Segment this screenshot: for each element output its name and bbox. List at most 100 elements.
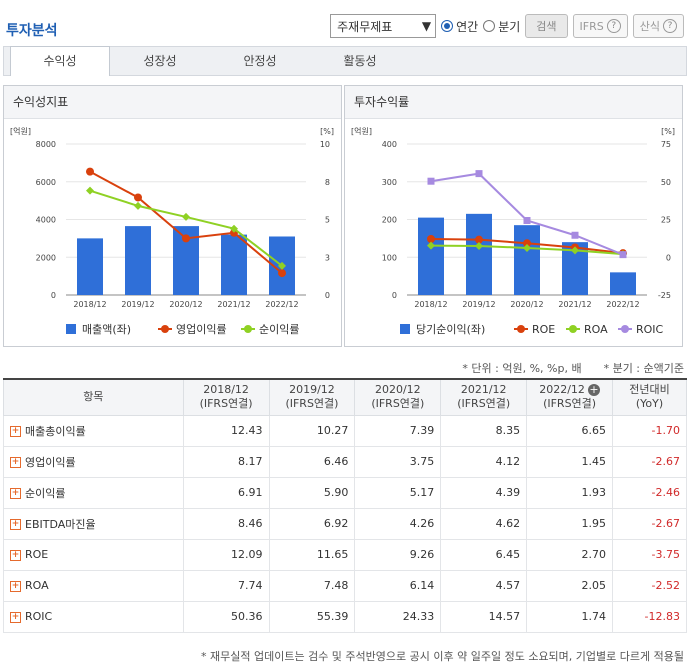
page-title: 투자분석 [6, 23, 58, 39]
table-cell: 6.14 [354, 569, 442, 602]
x-tick-label: 2019/12 [121, 300, 154, 309]
expand-plus-icon[interactable]: + [10, 580, 21, 592]
expand-plus-icon[interactable]: + [10, 519, 21, 530]
row-label[interactable]: + 영업이익률 [3, 445, 184, 478]
ifrs-help-button[interactable]: IFRS ? [572, 14, 628, 38]
row-label[interactable]: + ROE [3, 538, 184, 571]
table-cell: 12.09 [182, 538, 270, 571]
ifrs-label: IFRS [579, 19, 604, 33]
table-cell: 1.95 [526, 507, 614, 540]
table-cell: 4.26 [354, 507, 442, 540]
tab-bar: 수익성 성장성 안정성 활동성 [3, 46, 687, 76]
table-row: + ROA 7.74 7.48 6.14 4.57 2.05 -2.52 [3, 569, 687, 602]
legend-swatch [569, 325, 577, 333]
search-button[interactable]: 검색 [525, 14, 568, 38]
expand-plus-icon[interactable]: + [10, 457, 21, 468]
right-tick-label: 10 [320, 140, 330, 149]
expand-plus-icon[interactable]: + [10, 488, 21, 499]
legend-label: 매출액(좌) [82, 323, 131, 336]
tab-growth[interactable]: 성장성 [143, 54, 177, 68]
radio-quarter[interactable]: 분기 [483, 18, 520, 35]
radio-annual[interactable]: 연간 [441, 18, 478, 35]
row-label[interactable]: + ROIC [3, 600, 184, 633]
x-tick-label: 2021/12 [558, 300, 591, 309]
table-cell: 7.74 [182, 569, 270, 602]
expand-plus-icon[interactable]: + [10, 426, 21, 437]
col-header-year: 2019/12 (IFRS연결) [268, 378, 356, 416]
tab-stability[interactable]: 안정성 [243, 54, 277, 68]
data-point [278, 261, 286, 270]
table-cell: 6.46 [268, 445, 356, 478]
table-cell: 50.36 [182, 600, 270, 633]
table-cell: 24.33 [354, 600, 442, 633]
left-tick-label: 2000 [36, 253, 56, 262]
expand-plus-icon[interactable]: + [10, 611, 21, 623]
x-tick-label: 2020/12 [169, 300, 202, 309]
table-cell: 6.45 [440, 538, 528, 571]
row-label[interactable]: + 매출총이익률 [3, 414, 184, 447]
col-header-item: 항목 [3, 378, 184, 416]
bar [466, 213, 492, 295]
radio-quarter-label: 분기 [498, 19, 521, 34]
legend-label: ROIC [636, 323, 664, 336]
x-tick-label: 2021/12 [217, 300, 250, 309]
table-cell: 6.91 [182, 476, 270, 509]
table-row: + 매출총이익률 12.43 10.27 7.39 8.35 6.65 -1.70 [3, 414, 687, 447]
left-tick-label: 0 [392, 291, 397, 300]
table-cell: 7.39 [354, 414, 442, 447]
bar [221, 234, 247, 295]
right-tick-label: 25 [661, 216, 671, 225]
row-label[interactable]: + EBITDA마진율 [3, 507, 184, 540]
data-point [134, 193, 142, 202]
table-cell: 14.57 [440, 600, 528, 633]
bar [125, 226, 151, 295]
right-tick-label: 75 [661, 140, 671, 149]
expand-plus-icon[interactable]: + [10, 549, 21, 561]
tab-activity[interactable]: 활동성 [343, 54, 377, 68]
legend-label: 당기순이익(좌) [416, 323, 485, 336]
left-tick-label: 0 [51, 291, 56, 300]
left-tick-label: 6000 [36, 178, 56, 187]
table-cell: 8.35 [440, 414, 528, 447]
table-cell: 2.05 [526, 569, 614, 602]
table-cell: 8.17 [182, 445, 270, 478]
question-icon: ? [663, 19, 677, 33]
data-point [427, 234, 435, 243]
row-label[interactable]: + 순이익률 [3, 476, 184, 509]
legend-label: 영업이익률 [176, 323, 227, 336]
data-point [619, 251, 627, 259]
panel-title: 투자수익률 [345, 86, 682, 119]
formula-help-button[interactable]: 산식 ? [632, 14, 684, 38]
row-label[interactable]: + ROA [3, 569, 184, 602]
yoy-cell: -2.67 [612, 445, 687, 478]
panel-title: 수익성지표 [4, 86, 341, 119]
data-point [278, 269, 286, 278]
data-point [182, 234, 190, 243]
legend-swatch [161, 325, 169, 333]
bar [610, 272, 636, 295]
data-point [230, 224, 238, 233]
table-cell: 1.93 [526, 476, 614, 509]
left-axis-unit: [억원] [351, 126, 372, 136]
table-cell: 1.45 [526, 445, 614, 478]
data-point [475, 241, 483, 250]
x-tick-label: 2019/12 [462, 300, 495, 309]
legend-swatch [621, 325, 629, 333]
table-cell: 8.46 [182, 507, 270, 540]
x-tick-label: 2020/12 [510, 300, 543, 309]
statement-select-value: 주재무제표 [337, 19, 393, 34]
table-cell: 12.43 [182, 414, 270, 447]
data-point [475, 170, 483, 178]
data-point [571, 231, 579, 239]
table-cell: 6.65 [526, 414, 614, 447]
legend-swatch [244, 325, 252, 333]
footer-note: * 재무실적 업데이트는 검수 및 주석반영으로 공시 이후 약 일주일 정도 … [201, 650, 684, 663]
quarter-note: * 분기 : 순액기준 [603, 362, 684, 375]
expand-plus-icon[interactable]: + [587, 383, 600, 397]
statement-select[interactable]: 주재무제표 ▼ [330, 14, 437, 38]
x-tick-label: 2022/12 [606, 300, 639, 309]
tab-profitability[interactable]: 수익성 [10, 46, 110, 76]
x-tick-label: 2018/12 [414, 300, 447, 309]
formula-label: 산식 [639, 20, 660, 33]
legend-label: ROA [584, 323, 608, 336]
